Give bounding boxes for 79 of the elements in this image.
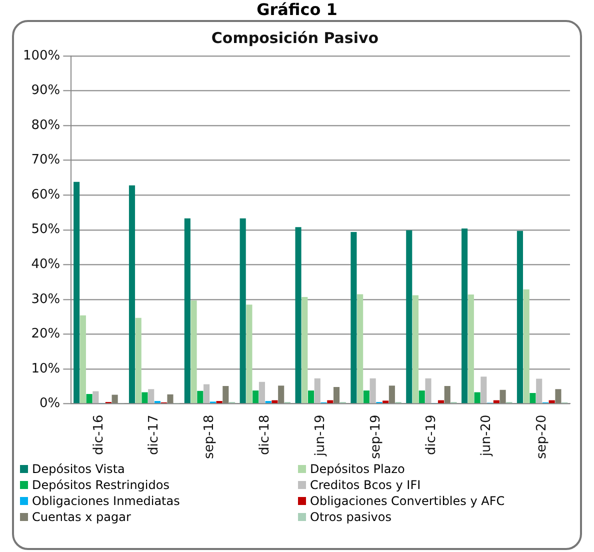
legend-label: Obligaciones Inmediatas [31,494,181,508]
bar [135,318,142,404]
x-tick-label: sep-20 [534,414,550,460]
bar [222,386,229,404]
bar [252,390,259,404]
bar [444,386,450,404]
legend-label: Depósitos Vista [31,462,126,476]
x-tick-label: dic-17 [146,414,162,455]
bar [74,182,80,404]
bar [350,232,357,404]
bar [278,386,284,404]
bar [555,389,562,404]
y-tick-label: 0% [40,396,60,412]
y-tick-label: 40% [31,257,60,272]
bar [363,390,370,404]
y-tick-label: 10% [31,361,60,376]
bar [154,400,161,404]
bar [418,390,425,404]
bar [197,390,204,404]
y-tick-label: 60% [31,187,60,202]
y-tick-label: 100% [22,48,60,64]
bar [370,378,376,404]
bar [86,394,92,404]
legend-label: Cuentas x pagar [31,510,132,524]
bar [382,400,389,404]
bar [112,394,118,404]
x-tick-label: dic-19 [424,414,439,455]
y-tick-label: 90% [31,83,60,98]
bar [302,296,308,404]
bar [523,289,530,404]
y-tick-label: 70% [31,152,60,168]
bar [314,378,320,404]
chart-title: Composición Pasivo [211,28,379,47]
bar [536,378,542,404]
y-tick-label: 30% [31,292,60,307]
bar [246,304,252,404]
bar [240,218,246,404]
bar [500,390,506,404]
x-tick-label: dic-16 [91,414,106,455]
legend-label: Creditos Bcos y IFI [309,478,422,492]
bar [308,390,314,404]
x-tick-label: dic-18 [258,414,273,455]
y-tick-label: 50% [31,222,60,238]
bar [333,387,340,404]
bar [184,218,190,404]
bar [474,392,480,404]
bar [406,230,412,404]
bar [295,227,302,404]
bar [265,400,272,404]
bar [190,300,197,404]
bar [357,294,364,404]
x-tick-label: jun-19 [312,414,328,458]
bar [425,378,432,404]
bar [142,392,148,404]
text: Gráfico 1 [256,0,338,20]
y-tick-label: 80% [31,118,60,133]
bar [468,294,474,404]
x-tick-label: jun-20 [479,414,494,458]
legend-label: Otros pasivos [309,510,392,524]
bar [148,389,154,404]
bar [128,185,136,404]
bar [388,386,395,404]
bar [92,391,99,404]
bar [480,376,487,404]
bar [412,295,419,404]
x-tick-label: sep-19 [368,414,384,460]
bar [516,230,524,404]
x-tick-label: sep-18 [202,414,218,460]
bar [204,384,210,404]
legend-label: Depósitos Restringidos [31,478,170,492]
bar [80,315,86,404]
bar [258,382,265,404]
legend-label: Obligaciones Convertibles y AFC [309,494,506,508]
legend-label: Depósitos Plazo [309,462,406,476]
y-tick-label: 20% [31,326,60,342]
bar [216,400,222,404]
bar [167,394,174,404]
bar [462,228,468,404]
bar [530,392,536,404]
